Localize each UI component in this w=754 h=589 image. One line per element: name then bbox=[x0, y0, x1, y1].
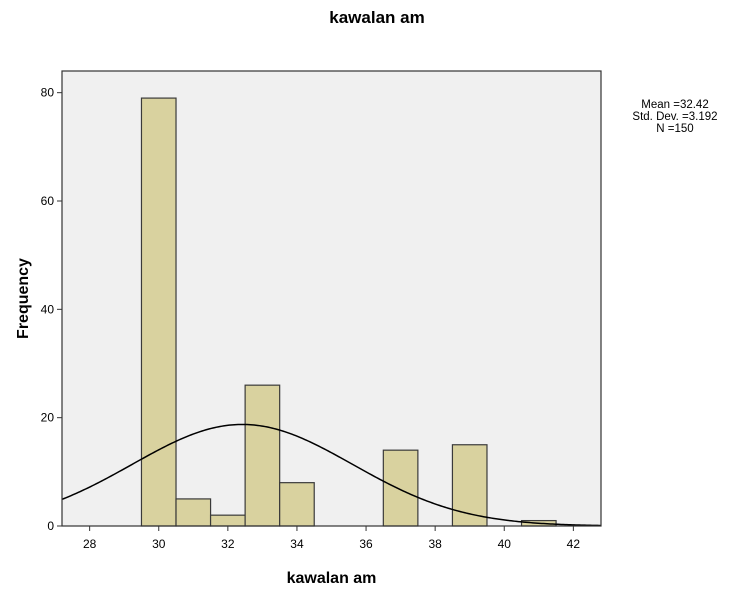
x-tick-label: 38 bbox=[428, 537, 442, 551]
stats-box: Mean =32.42 Std. Dev. =3.192 N =150 bbox=[615, 99, 735, 135]
y-axis: 0 20 40 60 80 bbox=[41, 86, 62, 533]
stats-std-dev: Std. Dev. =3.192 bbox=[632, 111, 718, 123]
x-tick-label: 30 bbox=[152, 537, 166, 551]
histogram-bar bbox=[140, 97, 177, 527]
y-tick-label: 60 bbox=[41, 194, 55, 208]
stats-mean: Mean =32.42 bbox=[641, 99, 709, 111]
histogram-bar bbox=[209, 514, 246, 527]
x-tick-label: 36 bbox=[359, 537, 373, 551]
y-tick-label: 0 bbox=[47, 519, 54, 533]
bars-group bbox=[140, 97, 557, 527]
x-tick-label: 32 bbox=[221, 537, 235, 551]
x-axis-label: kawalan am bbox=[287, 570, 377, 587]
y-tick-label: 80 bbox=[41, 86, 55, 100]
x-axis: 28 30 32 34 36 38 40 42 bbox=[83, 526, 580, 551]
histogram-bar bbox=[382, 449, 419, 527]
normal-curve bbox=[61, 423, 602, 527]
histogram-bar bbox=[451, 444, 488, 527]
plot-frame bbox=[61, 70, 602, 527]
y-axis-label: Frequency bbox=[15, 258, 32, 339]
histogram-bar bbox=[279, 482, 315, 527]
x-tick-label: 40 bbox=[498, 537, 512, 551]
chart-title: kawalan am bbox=[329, 8, 425, 27]
stats-n: N =150 bbox=[656, 123, 694, 135]
x-tick-label: 34 bbox=[290, 537, 304, 551]
y-tick-label: 40 bbox=[41, 302, 55, 316]
x-tick-label: 42 bbox=[567, 537, 581, 551]
x-tick-label: 28 bbox=[83, 537, 97, 551]
histogram-bar bbox=[244, 384, 281, 527]
y-tick-label: 20 bbox=[41, 411, 55, 425]
histogram-bar bbox=[175, 498, 212, 527]
